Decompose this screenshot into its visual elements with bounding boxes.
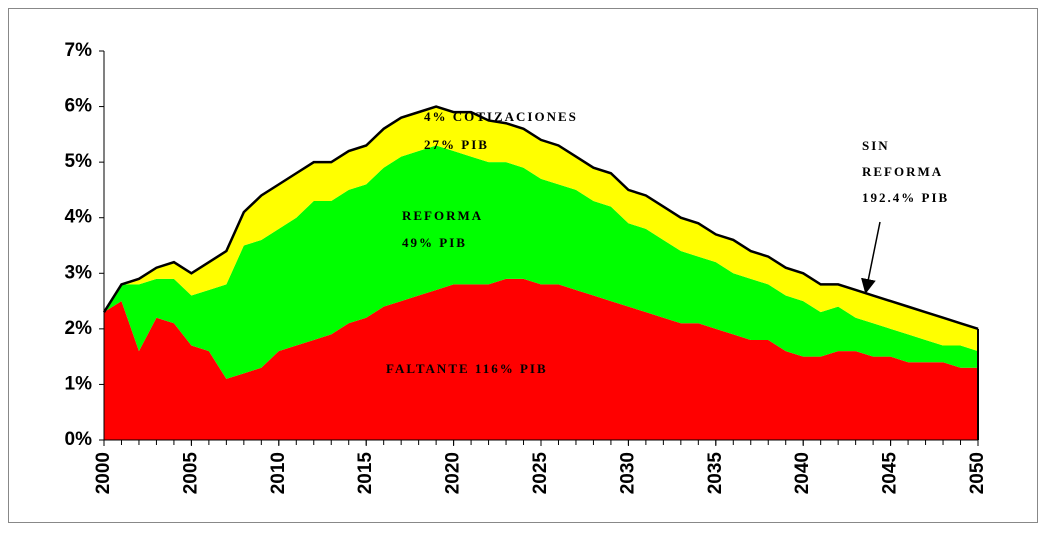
y-tick-label: 2%	[65, 318, 93, 339]
x-tick-label: 2030	[617, 452, 638, 494]
y-tick-label: 7%	[65, 40, 93, 61]
annotation: 49% PIB	[402, 235, 467, 250]
area	[104, 106, 978, 352]
y-tick-label: 4%	[65, 207, 93, 228]
annotation: SIN	[862, 138, 890, 153]
annotation: REFORMA	[862, 164, 943, 179]
area	[104, 145, 978, 379]
y-tick-label: 3%	[65, 262, 93, 283]
x-tick-label: 2010	[268, 452, 289, 494]
annotation: FALTANTE 116% PIB	[386, 361, 548, 376]
x-tick-label: 2045	[880, 452, 901, 495]
y-tick-label: 6%	[65, 96, 93, 117]
x-tick-label: 2035	[705, 452, 726, 495]
x-tick-label: 2050	[967, 452, 988, 494]
y-tick-label: 0%	[65, 429, 93, 450]
x-tick-label: 2005	[180, 452, 201, 495]
area	[104, 278, 978, 440]
x-tick-label: 2020	[443, 452, 464, 494]
total-line	[102, 105, 979, 331]
x-tick-label: 2015	[355, 452, 376, 495]
x-tick-label: 2000	[93, 452, 114, 494]
y-tick-label: 5%	[65, 151, 93, 172]
annotation: REFORMA	[402, 208, 483, 223]
annotation-arrow	[861, 221, 881, 294]
annotation: 4% COTIZACIONES	[424, 109, 578, 124]
annotation: 192.4% PIB	[862, 190, 949, 205]
annotation: 27% PIB	[424, 137, 489, 152]
x-tick-label: 2040	[792, 452, 813, 494]
x-tick-label: 2025	[530, 452, 551, 495]
y-tick-label: 1%	[65, 373, 93, 394]
